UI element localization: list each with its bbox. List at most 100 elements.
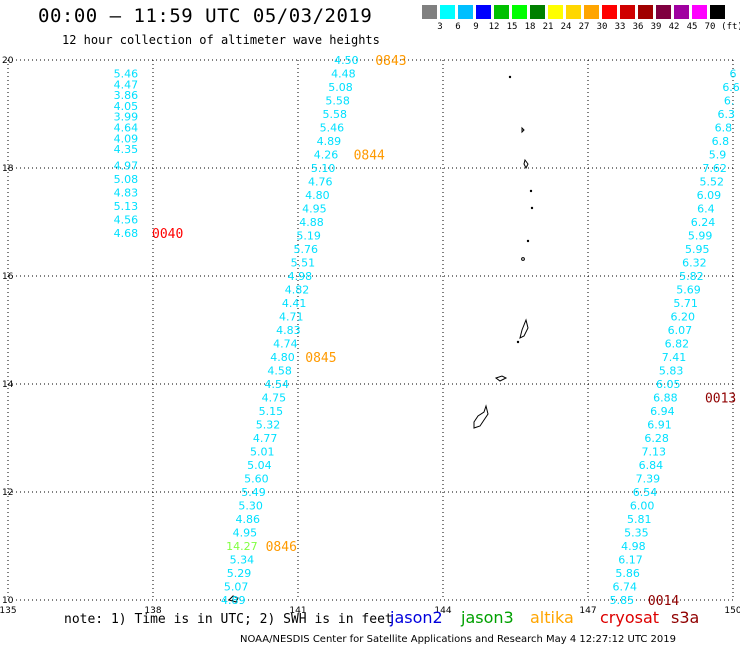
wave-height-point: 14.27 [226, 540, 258, 553]
color-scale-label: 45 [686, 22, 698, 32]
grid-lines [7, 59, 734, 601]
island-saipan [519, 318, 529, 339]
y-tick-label: 16 [2, 272, 14, 282]
wave-height-point: 6.88 [653, 392, 678, 405]
wave-height-point: 6.28 [644, 432, 669, 445]
wave-height-point: 4.89 [221, 594, 246, 607]
color-swatch [602, 5, 617, 19]
time-annotation: 0844 [354, 149, 385, 164]
wave-height-point: 4.95 [302, 203, 327, 216]
wave-height-point: 6.24 [691, 216, 716, 229]
satellite-label-jason3: jason3 [461, 608, 514, 627]
wave-height-point: 5.30 [238, 500, 263, 513]
wave-height-point: 5.71 [673, 297, 698, 310]
color-scale-label: 42 [668, 22, 680, 32]
satellite-label-cryosat: cryosat [600, 608, 660, 627]
color-scale-label: 70 [704, 22, 716, 32]
wave-height-point: 6 [730, 68, 737, 81]
color-swatch [476, 5, 491, 19]
x-tick-label: 147 [579, 606, 596, 616]
color-scale-label: 18 [524, 22, 536, 32]
color-swatch [494, 5, 509, 19]
axis-tick-labels: 135 138 141 144 147 150 10 12 14 16 18 20 [0, 56, 740, 616]
wave-height-point: 4.97 [114, 159, 139, 172]
wave-height-point: 5.08 [328, 81, 353, 94]
x-tick-label: 138 [144, 606, 161, 616]
wave-height-point: 5.58 [325, 95, 350, 108]
island-dot [526, 239, 530, 243]
wave-height-point: 5.04 [247, 459, 272, 472]
time-annotation: 0843 [375, 54, 406, 69]
wave-height-point: 5.29 [227, 567, 252, 580]
wave-height-point: 5.82 [679, 270, 704, 283]
color-swatch [710, 5, 725, 19]
wave-height-point: 6.84 [639, 459, 664, 472]
wave-height-point: 6.3 [717, 108, 735, 121]
wave-height-values: 5.464.473.864.053.994.644.094.354.975.08… [114, 54, 740, 607]
x-tick-label: 141 [289, 606, 306, 616]
color-scale-label: 36 [632, 22, 644, 32]
wave-height-point: 6.8 [712, 135, 730, 148]
wave-height-point: 4.35 [114, 143, 139, 156]
color-scale-label: 3 [437, 22, 443, 32]
wave-height-point: 5.49 [241, 486, 266, 499]
time-annotations: 0843 0844 0040 0845 0846 0013 0014 [152, 54, 736, 609]
wave-height-point: 4.48 [331, 68, 356, 81]
wave-height-point: 5.07 [224, 581, 249, 594]
wave-height-point: 4.76 [308, 176, 333, 189]
color-swatch [512, 5, 527, 19]
wave-height-point: 6.09 [697, 189, 722, 202]
y-tick-label: 12 [2, 488, 13, 498]
wave-height-point: 5.85 [610, 594, 635, 607]
wave-height-point: 6.8 [715, 122, 733, 135]
y-tick-label: 18 [2, 164, 14, 174]
color-swatch [566, 5, 581, 19]
wave-height-point: 4.09 [114, 132, 139, 145]
wave-height-point: 7.13 [641, 446, 666, 459]
color-scale-label: 15 [506, 22, 518, 32]
wave-height-point: 4.41 [282, 297, 307, 310]
island-dot [521, 257, 525, 261]
wave-height-point: 4.82 [285, 284, 310, 297]
wave-height-point: 6.4 [697, 203, 715, 216]
color-scale-label: 39 [650, 22, 662, 32]
wave-height-point: 4.54 [264, 378, 289, 391]
color-swatch [584, 5, 599, 19]
color-scale-label: 27 [578, 22, 590, 32]
wave-height-point: 4.71 [279, 311, 304, 324]
wave-height-point: 4.83 [114, 186, 139, 199]
wave-height-point: 6.54 [633, 486, 658, 499]
wave-height-point: 3.86 [114, 89, 139, 102]
wave-height-point: 5.81 [627, 513, 652, 526]
wave-height-point: 4.98 [288, 270, 313, 283]
wave-height-point: 4.89 [317, 135, 342, 148]
time-annotation: 0014 [648, 594, 679, 609]
wave-height-point: 4.88 [299, 216, 324, 229]
wave-height-point: 4.68 [114, 227, 139, 240]
wave-height-point: 6.6 [722, 81, 740, 94]
color-scale-label: 30 [596, 22, 608, 32]
time-annotation: 0013 [705, 392, 736, 407]
wave-height-point: 4.98 [621, 540, 646, 553]
color-swatch [548, 5, 563, 19]
wave-height-point: 5.01 [250, 446, 275, 459]
chart-title: 00:00 – 11:59 UTC 05/03/2019 [38, 5, 373, 27]
wave-height-point: 5.69 [676, 284, 701, 297]
wave-height-point: 4.26 [314, 149, 339, 162]
x-tick-label: 135 [0, 606, 17, 616]
color-scale-label: 21 [542, 22, 554, 32]
color-swatch [692, 5, 707, 19]
wave-height-point: 6.17 [618, 554, 643, 567]
wave-height-point: 5.15 [259, 405, 284, 418]
color-swatch [674, 5, 689, 19]
footnote: note: 1) Time is in UTC; 2) SWH is in fe… [64, 612, 393, 627]
wave-height-point: 5.99 [688, 230, 713, 243]
credit-line: NOAA/NESDIS Center for Satellite Applica… [240, 634, 676, 645]
wave-height-point: 5.60 [244, 473, 269, 486]
color-swatch [458, 5, 473, 19]
satellite-label-altika: altika [530, 608, 574, 627]
color-scale-label: 33 [614, 22, 626, 32]
wave-height-point: 4.83 [276, 324, 301, 337]
time-annotation: 0846 [266, 540, 297, 555]
y-tick-label: 20 [2, 56, 14, 66]
